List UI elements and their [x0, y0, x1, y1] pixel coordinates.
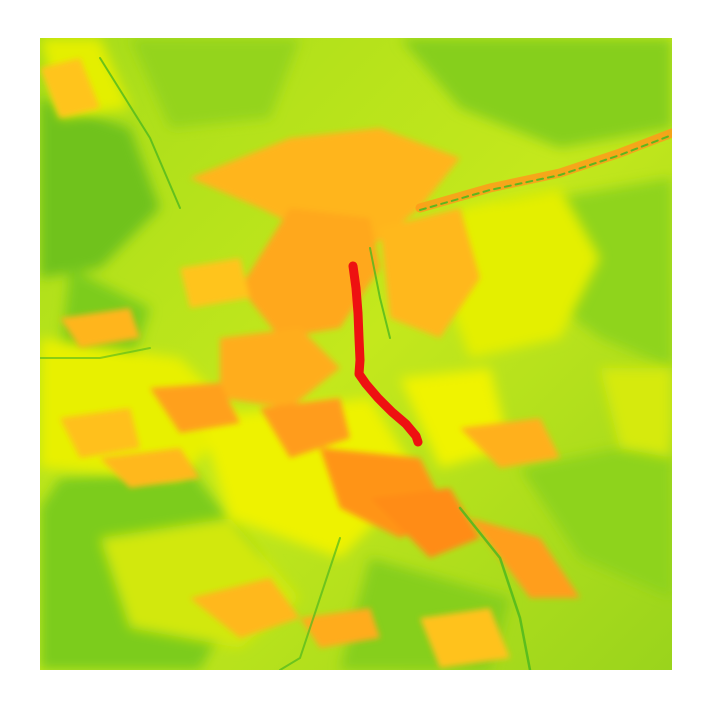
channel-lines: [40, 57, 672, 670]
high-slope-regions: [40, 58, 580, 668]
route-line[interactable]: [348, 261, 423, 447]
slope-raster-map[interactable]: [40, 38, 672, 670]
map-svg: [40, 38, 672, 670]
